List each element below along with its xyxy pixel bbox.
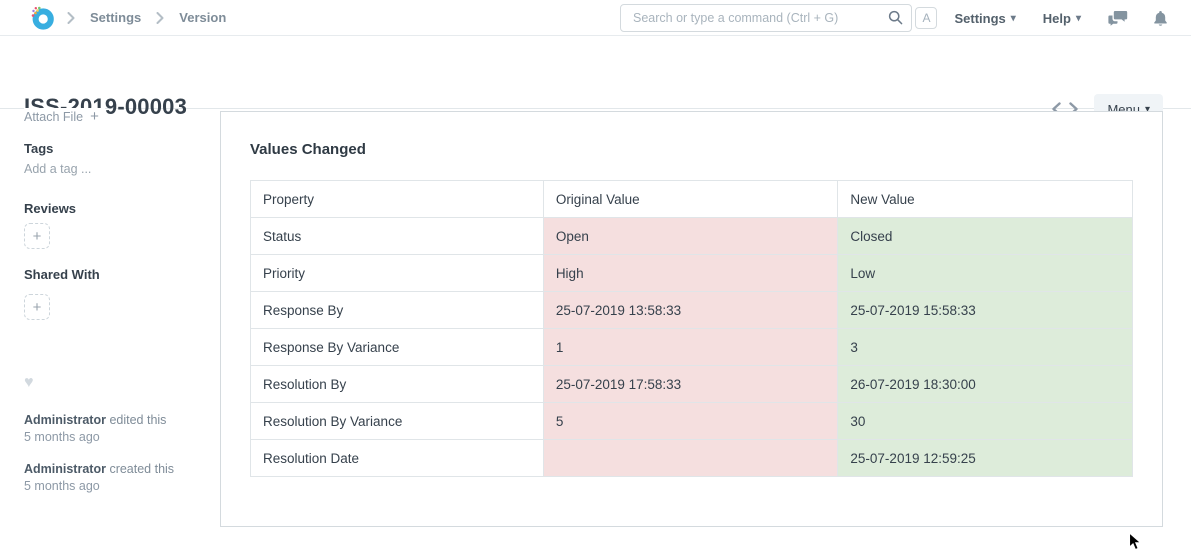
navbar: Settings Version A Settings ▾ Help ▾	[0, 0, 1191, 36]
tags-label: Tags	[24, 141, 54, 156]
breadcrumb: Settings Version	[30, 6, 228, 30]
activity-timestamp: 5 months ago	[24, 430, 100, 444]
attach-file-button[interactable]: Attach File +	[24, 108, 105, 125]
navbar-right-cluster: A Settings ▾ Help ▾	[915, 0, 1191, 36]
property-cell: Resolution By	[250, 365, 544, 403]
page-head: ISS-2019-00003 Menu ▾	[0, 36, 1191, 124]
new-value-cell: 26-07-2019 18:30:00	[837, 365, 1133, 403]
original-value-cell: 1	[542, 328, 839, 366]
settings-menu-label: Settings	[954, 10, 1006, 26]
shared-with-label: Shared With	[24, 267, 100, 282]
new-value-cell: 3	[837, 328, 1133, 366]
navbar-help-menu[interactable]: Help ▾	[1043, 11, 1081, 26]
table-row: Resolution Date 25-07-2019 12:59:25	[250, 439, 1133, 477]
reviews-label: Reviews	[24, 201, 77, 216]
column-header-property: Property	[250, 180, 544, 218]
new-value-cell: 25-07-2019 15:58:33	[837, 291, 1133, 329]
table-row: Response By 25-07-2019 13:58:33 25-07-20…	[250, 291, 1133, 329]
activity-entry: Administrator created this 5 months ago	[24, 461, 174, 495]
plus-icon: +	[32, 227, 42, 245]
chat-icon[interactable]	[1108, 10, 1128, 27]
original-value-cell	[542, 439, 839, 477]
add-review-button[interactable]: +	[24, 223, 50, 249]
breadcrumb-chevron-icon	[67, 11, 75, 24]
column-header-original-value: Original Value	[542, 180, 839, 218]
app-logo-icon[interactable]	[30, 6, 54, 30]
property-cell: Response By	[250, 291, 544, 329]
activity-timestamp: 5 months ago	[24, 479, 100, 493]
activity-action: edited this	[109, 413, 167, 427]
form-sidebar: Attach File + Tags Add a tag ... Reviews…	[24, 104, 204, 551]
section-title: Values Changed	[250, 141, 366, 158]
avatar[interactable]: A	[915, 7, 938, 29]
breadcrumb-chevron-icon	[156, 11, 164, 24]
new-value-cell: 25-07-2019 12:59:25	[837, 439, 1133, 477]
attach-file-label: Attach File	[24, 109, 84, 124]
caret-down-icon: ▾	[1010, 12, 1016, 24]
mouse-cursor	[1128, 531, 1143, 557]
notifications-bell-icon[interactable]	[1153, 10, 1168, 27]
original-value-cell: 5	[542, 402, 839, 440]
share-button[interactable]: +	[24, 294, 50, 320]
activity-action: created this	[109, 462, 175, 476]
activity-entry: Administrator edited this 5 months ago	[24, 412, 166, 446]
original-value-cell: High	[542, 254, 839, 292]
new-value-cell: Closed	[837, 217, 1133, 255]
table-row: Resolution By Variance 5 30	[250, 402, 1133, 440]
original-value-cell: 25-07-2019 13:58:33	[542, 291, 839, 329]
column-header-new-value: New Value	[837, 180, 1133, 218]
property-cell: Status	[250, 217, 544, 255]
breadcrumb-settings[interactable]: Settings	[90, 10, 142, 25]
table-row: Resolution By 25-07-2019 17:58:33 26-07-…	[250, 365, 1133, 403]
original-value-cell: 25-07-2019 17:58:33	[542, 365, 839, 403]
property-cell: Priority	[250, 254, 544, 292]
version-detail-card: Values Changed Property Original Value N…	[220, 111, 1163, 527]
navbar-settings-menu[interactable]: Settings ▾	[954, 11, 1015, 26]
add-tag-input[interactable]: Add a tag ...	[24, 162, 92, 176]
table-row: Priority High Low	[250, 254, 1133, 292]
table-row: Status Open Closed	[250, 217, 1133, 255]
table-row: Response By Variance 1 3	[250, 328, 1133, 366]
caret-down-icon: ▾	[1075, 12, 1081, 24]
property-cell: Resolution By Variance	[250, 402, 544, 440]
caret-down-icon: ▾	[1144, 103, 1150, 115]
property-cell: Resolution Date	[250, 439, 544, 477]
search-input[interactable]	[620, 4, 912, 32]
original-value-cell: Open	[542, 217, 839, 255]
activity-user: Administrator	[24, 462, 106, 476]
global-search	[620, 4, 912, 32]
breadcrumb-version[interactable]: Version	[179, 10, 227, 25]
property-cell: Response By Variance	[250, 328, 544, 366]
search-icon	[888, 10, 903, 30]
activity-user: Administrator	[24, 413, 106, 427]
like-heart-icon[interactable]: ♥	[24, 374, 34, 391]
values-changed-table: Property Original Value New Value Status…	[250, 180, 1133, 477]
new-value-cell: 30	[837, 402, 1133, 440]
help-menu-label: Help	[1042, 10, 1071, 26]
new-value-cell: Low	[837, 254, 1133, 292]
plus-icon: +	[32, 298, 42, 316]
table-header-row: Property Original Value New Value	[250, 180, 1133, 218]
plus-icon: +	[90, 108, 99, 125]
